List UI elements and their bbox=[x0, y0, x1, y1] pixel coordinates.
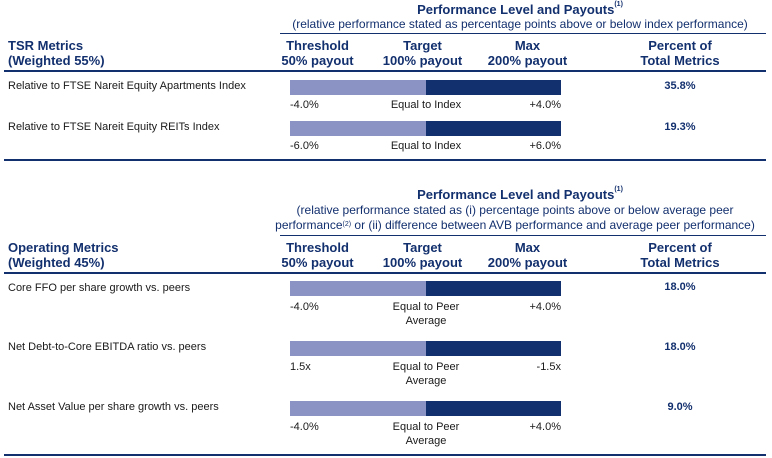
target-value: Equal to Peer Average bbox=[392, 301, 460, 327]
operating-header-subtitle: (relative performance stated as (i) perc… bbox=[275, 203, 755, 232]
operating-column-rule bbox=[4, 272, 766, 274]
percent-value: 35.8% bbox=[664, 80, 696, 92]
operating-col-max: Max 200% payout bbox=[487, 240, 568, 270]
operating-section-title: Operating Metrics (Weighted 45%) bbox=[8, 240, 119, 270]
tsr-header-subtitle: (relative performance stated as percenta… bbox=[292, 17, 748, 31]
threshold-bar bbox=[290, 121, 426, 136]
tsr-header-rule bbox=[280, 33, 766, 34]
percent-value: 18.0% bbox=[664, 281, 696, 293]
max-bar bbox=[426, 401, 561, 416]
max-value: +6.0% bbox=[529, 140, 562, 152]
operating-col-percent: Percent of Total Metrics bbox=[640, 240, 720, 270]
table-row-metric: Net Asset Value per share growth vs. pee… bbox=[8, 401, 219, 413]
tsr-col-threshold: Threshold 50% payout bbox=[281, 38, 354, 68]
table-row-metric: Net Debt-to-Core EBITDA ratio vs. peers bbox=[8, 341, 207, 353]
table-row-metric: Relative to FTSE Nareit Equity REITs Ind… bbox=[8, 121, 220, 133]
max-bar bbox=[426, 121, 561, 136]
threshold-value: -4.0% bbox=[290, 301, 319, 313]
max-value: +4.0% bbox=[529, 99, 562, 111]
percent-value: 19.3% bbox=[664, 121, 696, 133]
target-value: Equal to Peer Average bbox=[392, 421, 460, 447]
max-value: -1.5x bbox=[536, 361, 561, 373]
percent-value: 18.0% bbox=[664, 341, 696, 353]
threshold-value: -6.0% bbox=[290, 140, 319, 152]
target-value: Equal to Index bbox=[390, 140, 462, 152]
tsr-col-percent: Percent of Total Metrics bbox=[640, 38, 720, 68]
max-bar bbox=[426, 80, 561, 95]
operating-header-rule bbox=[280, 235, 766, 236]
tsr-col-target: Target 100% payout bbox=[382, 38, 463, 68]
operating-col-threshold: Threshold 50% payout bbox=[281, 240, 354, 270]
operating-header-title: Performance Level and Payouts(1) bbox=[417, 186, 623, 202]
max-value: +4.0% bbox=[529, 301, 562, 313]
target-value: Equal to Peer Average bbox=[392, 361, 460, 387]
operating-col-target: Target 100% payout bbox=[382, 240, 463, 270]
table-row-metric: Core FFO per share growth vs. peers bbox=[8, 282, 191, 294]
tsr-header-title: Performance Level and Payouts(1) bbox=[417, 1, 623, 17]
max-value: +4.0% bbox=[529, 421, 562, 433]
target-value: Equal to Index bbox=[390, 99, 462, 111]
threshold-bar bbox=[290, 401, 426, 416]
tsr-col-max: Max 200% payout bbox=[487, 38, 568, 68]
max-bar bbox=[426, 341, 561, 356]
max-bar bbox=[426, 281, 561, 296]
threshold-bar bbox=[290, 341, 426, 356]
percent-value: 9.0% bbox=[667, 401, 693, 413]
threshold-value: -4.0% bbox=[290, 421, 319, 433]
threshold-value: -4.0% bbox=[290, 99, 319, 111]
tsr-column-rule bbox=[4, 70, 766, 72]
threshold-value: 1.5x bbox=[290, 361, 311, 373]
tsr-bottom-rule bbox=[4, 159, 766, 161]
table-row-metric: Relative to FTSE Nareit Equity Apartment… bbox=[8, 80, 246, 92]
tsr-section-title: TSR Metrics (Weighted 55%) bbox=[8, 38, 105, 68]
threshold-bar bbox=[290, 281, 426, 296]
threshold-bar bbox=[290, 80, 426, 95]
operating-bottom-rule bbox=[4, 454, 766, 456]
